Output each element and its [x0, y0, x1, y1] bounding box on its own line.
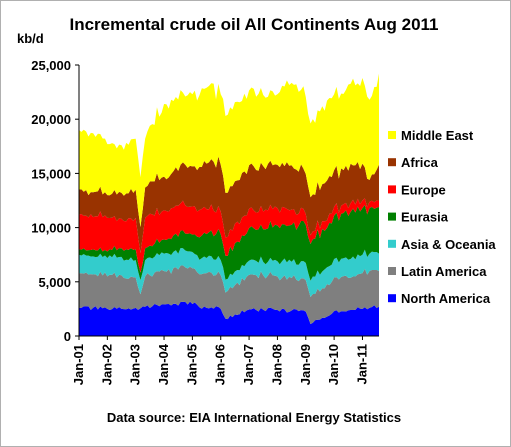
- legend-swatch: [388, 158, 396, 167]
- x-tick-label: Jan-11: [354, 344, 369, 384]
- data-source-note: Data source: EIA International Energy St…: [107, 410, 401, 425]
- area-europe: [79, 198, 379, 273]
- legend-swatch: [388, 239, 396, 248]
- x-tick-label: Jan-04: [156, 343, 171, 385]
- legend-swatch: [388, 267, 396, 275]
- area-north-america: [79, 301, 379, 336]
- legend-swatch: [388, 185, 396, 194]
- y-axis-label: kb/d: [17, 31, 44, 46]
- x-tick-label: Jan-02: [99, 344, 114, 385]
- y-ticks: 0 5,000 10,000 15,000 20,000 25,000: [31, 58, 79, 344]
- y-tick-label: 10,000: [31, 221, 71, 236]
- legend-swatch: [388, 131, 396, 139]
- legend-swatch: [388, 294, 396, 303]
- legend: Middle East Africa Europe Eurasia Asia & Oce…: [388, 128, 496, 306]
- x-tick-label: Jan-08: [269, 344, 284, 385]
- area-middle-east: [79, 73, 379, 228]
- legend-label: Africa: [401, 155, 439, 170]
- x-tick-label: Jan-07: [241, 344, 256, 385]
- legend-label: Europe: [401, 182, 446, 197]
- legend-label: Middle East: [401, 128, 474, 143]
- legend-swatch: [388, 212, 396, 221]
- area-latin-america: [79, 265, 379, 325]
- y-tick-label: 0: [64, 329, 71, 344]
- legend-label: Latin America: [401, 264, 487, 279]
- legend-label: North America: [401, 291, 491, 306]
- x-tick-label: Jan-06: [213, 344, 228, 385]
- area-layers: [79, 73, 379, 336]
- x-tick-label: Jan-05: [184, 344, 199, 385]
- y-tick-label: 5,000: [38, 275, 71, 290]
- area-eurasia: [79, 204, 379, 281]
- x-tick-label: Jan-09: [298, 344, 313, 385]
- area-asia-oceania: [79, 248, 379, 297]
- legend-label: Asia & Oceania: [401, 237, 496, 252]
- y-tick-label: 25,000: [31, 58, 71, 73]
- x-tick-label: Jan-10: [326, 344, 341, 385]
- x-tick-label: Jan-01: [71, 344, 86, 385]
- area-africa: [79, 156, 379, 254]
- chart-title: Incremental crude oil All Continents Aug…: [69, 15, 438, 34]
- legend-label: Eurasia: [401, 210, 449, 225]
- y-tick-label: 15,000: [31, 166, 71, 181]
- y-tick-label: 20,000: [31, 112, 71, 127]
- axes: [78, 65, 379, 337]
- x-ticks: Jan-01 Jan-02 Jan-03 Jan-04 Jan-05 Jan-06 Jan-…: [71, 336, 369, 385]
- x-tick-label: Jan-03: [128, 344, 143, 385]
